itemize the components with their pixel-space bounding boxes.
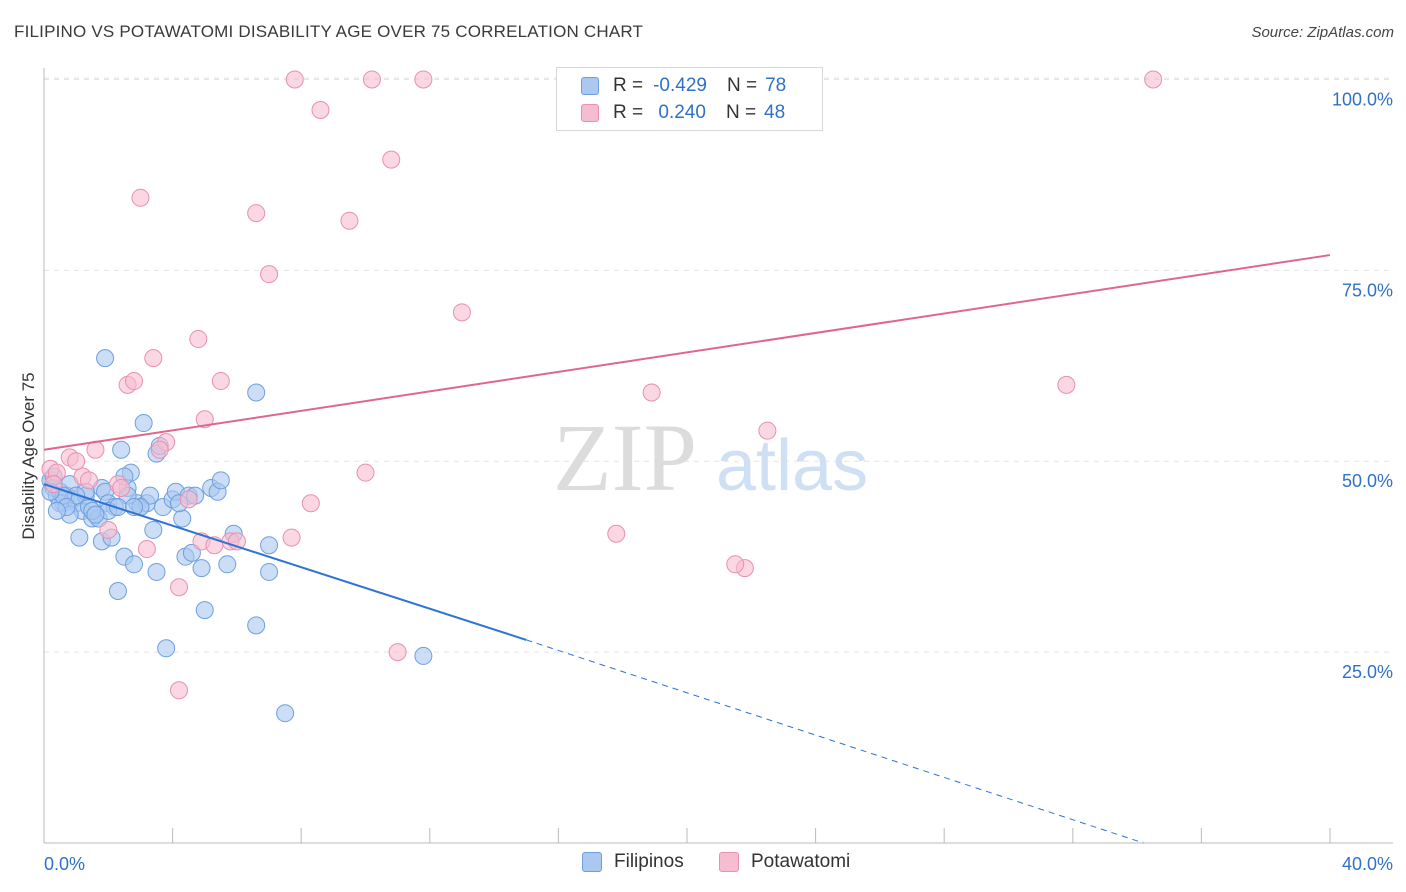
- filipinos-point: [144, 520, 163, 539]
- filipinos-point: [157, 639, 176, 658]
- x-tick-label: 40.0%: [1342, 854, 1393, 874]
- filipinos-point: [125, 555, 144, 574]
- potawatomi-point: [179, 490, 198, 509]
- watermark-zip: ZIP: [553, 404, 697, 511]
- filipinos-point: [173, 509, 192, 528]
- correlation-legend: R = -0.429 N = 78 R = 0.240 N = 48: [556, 67, 823, 131]
- potawatomi-point: [1144, 70, 1163, 89]
- potawatomi-point: [282, 528, 301, 547]
- potawatomi-point: [607, 524, 626, 543]
- potawatomi-point: [125, 372, 144, 391]
- filipinos-point: [134, 414, 153, 433]
- y-tick-label: 75.0%: [1342, 280, 1393, 300]
- legend-row-filipinos: R = -0.429 N = 78: [581, 73, 786, 99]
- potawatomi-point: [67, 452, 86, 471]
- potawatomi-point: [285, 70, 304, 89]
- potawatomi-point: [388, 643, 407, 662]
- potawatomi-swatch: [581, 104, 599, 122]
- filipinos-point: [211, 471, 230, 490]
- legend-n-label: N =: [726, 75, 758, 96]
- potawatomi-point: [726, 555, 745, 574]
- points-layer: [41, 70, 1163, 723]
- filipinos-point: [247, 383, 266, 402]
- potawatomi-point: [170, 681, 189, 700]
- tick-label-layer: 25.0% 50.0% 75.0% 100.0% 0.0% 40.0%: [44, 89, 1393, 874]
- grid-layer: [44, 77, 1393, 653]
- filipinos-trend-extension: [526, 639, 1144, 844]
- filipinos-point: [47, 501, 66, 520]
- legend-r-value: -0.429: [653, 75, 707, 96]
- filipinos-trend-line: [43, 483, 527, 641]
- potawatomi-point: [362, 70, 381, 89]
- legend-r-value: 0.240: [653, 102, 706, 123]
- legend-item-potawatomi[interactable]: Potawatomi: [719, 851, 850, 873]
- filipinos-point: [86, 505, 105, 524]
- y-tick-label: 50.0%: [1342, 471, 1393, 491]
- filipinos-point: [96, 349, 115, 368]
- filipinos-point: [195, 601, 214, 620]
- legend-n-value: 78: [765, 75, 787, 96]
- filipinos-swatch: [581, 77, 599, 95]
- chart-title: FILIPINO VS POTAWATOMI DISABILITY AGE OV…: [14, 22, 644, 41]
- potawatomi-point: [112, 478, 131, 497]
- potawatomi-point: [131, 188, 150, 207]
- filipinos-point: [276, 704, 295, 723]
- legend-r-label: R =: [613, 75, 644, 96]
- filipinos-point: [260, 562, 279, 581]
- potawatomi-point: [170, 578, 189, 597]
- series-legend: Filipinos Potawatomi: [0, 851, 1406, 877]
- y-tick-label: 100.0%: [1332, 89, 1393, 109]
- filipinos-point: [218, 555, 237, 574]
- potawatomi-point: [150, 440, 169, 459]
- potawatomi-point: [99, 520, 118, 539]
- potawatomi-legend-swatch: [719, 852, 739, 872]
- x-tick-label: 0.0%: [44, 854, 85, 874]
- filipinos-point: [414, 646, 433, 665]
- filipinos-point: [247, 616, 266, 635]
- legend-n-value: 48: [764, 102, 786, 123]
- potawatomi-point: [382, 150, 401, 169]
- potawatomi-point: [195, 410, 214, 429]
- potawatomi-point: [311, 100, 330, 119]
- potawatomi-point: [80, 471, 99, 490]
- potawatomi-trend-line: [43, 254, 1331, 451]
- potawatomi-point: [137, 540, 156, 559]
- filipinos-point: [112, 440, 131, 459]
- potawatomi-point: [642, 383, 661, 402]
- potawatomi-point: [211, 372, 230, 391]
- potawatomi-legend-label: Potawatomi: [751, 851, 851, 872]
- filipinos-point: [70, 528, 89, 547]
- potawatomi-point: [414, 70, 433, 89]
- potawatomi-point: [340, 211, 359, 230]
- legend-row-potawatomi: R = 0.240 N = 48: [581, 100, 785, 126]
- filipinos-point: [108, 582, 127, 601]
- axis-layer: [43, 68, 1393, 844]
- filipinos-point: [260, 536, 279, 555]
- filipinos-point: [147, 562, 166, 581]
- filipinos-legend-label: Filipinos: [614, 851, 684, 872]
- potawatomi-point: [452, 303, 471, 322]
- potawatomi-point: [260, 265, 279, 284]
- potawatomi-point: [301, 494, 320, 513]
- filipinos-point: [192, 559, 211, 578]
- potawatomi-point: [189, 330, 208, 349]
- potawatomi-point: [1057, 375, 1076, 394]
- potawatomi-point: [144, 349, 163, 368]
- potawatomi-point: [758, 421, 777, 440]
- potawatomi-point: [356, 463, 375, 482]
- y-tick-label: 25.0%: [1342, 662, 1393, 682]
- potawatomi-point: [247, 204, 266, 223]
- legend-n-label: N =: [725, 102, 757, 123]
- watermark-atlas: atlas: [716, 426, 868, 506]
- filipinos-legend-swatch: [582, 852, 602, 872]
- legend-item-filipinos[interactable]: Filipinos: [582, 851, 684, 873]
- legend-r-label: R =: [613, 102, 644, 123]
- trend-layer: [43, 254, 1331, 844]
- y-axis-label: Disability Age Over 75: [19, 372, 38, 539]
- source-credit: Source: ZipAtlas.com: [1251, 24, 1394, 41]
